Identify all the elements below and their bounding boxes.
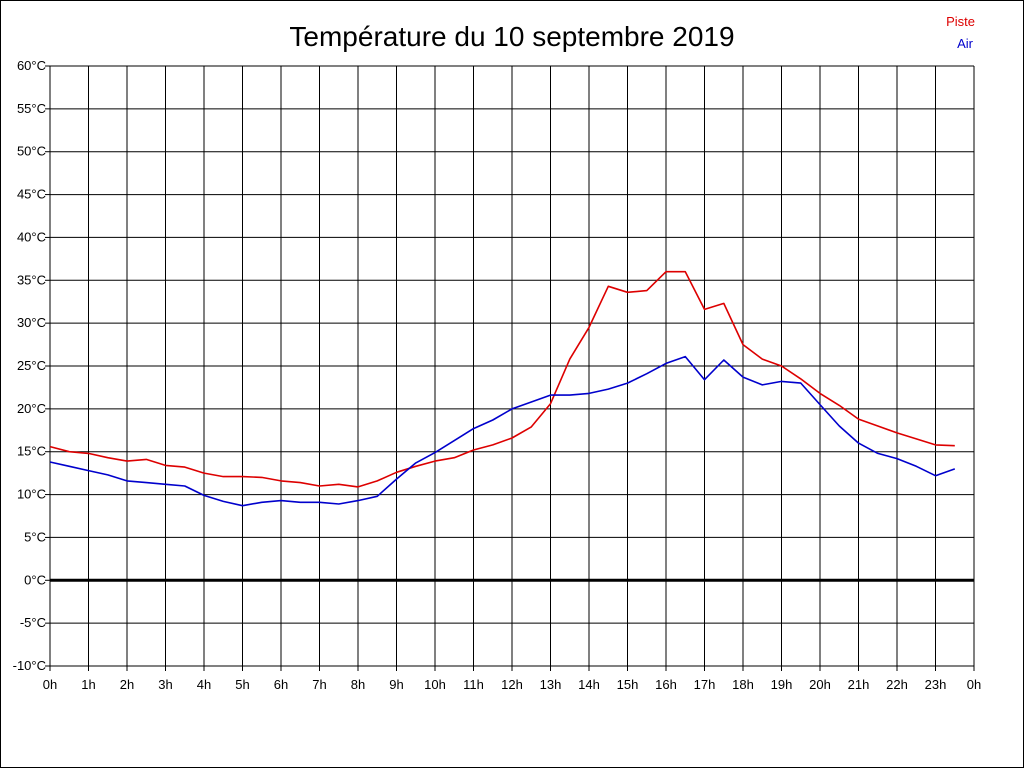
y-tick-label: 50°C xyxy=(17,144,46,159)
y-tick-label: -10°C xyxy=(13,658,46,673)
x-tick-label: 7h xyxy=(312,677,326,692)
x-tick-label: 4h xyxy=(197,677,211,692)
series-line-piste xyxy=(49,270,955,488)
chart-title: Température du 10 septembre 2019 xyxy=(289,21,734,52)
x-tick-label: 6h xyxy=(274,677,288,692)
x-tick-label: 3h xyxy=(158,677,172,692)
x-tick-label: 13h xyxy=(540,677,562,692)
x-axis-tick-labels: 0h 1h 2h 3h 4h 5h 6h 7h 8h 9h 10h 11h 12h 13h 14h 15h 16… xyxy=(43,677,981,692)
legend-entry-air: Air xyxy=(957,36,974,51)
x-tick-label: 12h xyxy=(501,677,523,692)
x-tick-label: 21h xyxy=(848,677,870,692)
x-tick-label: 2h xyxy=(120,677,134,692)
x-tick-label: 16h xyxy=(655,677,677,692)
y-tick-label: 20°C xyxy=(17,401,46,416)
x-tick-label: 14h xyxy=(578,677,600,692)
y-tick-label: 0°C xyxy=(24,572,46,587)
x-tick-label: 19h xyxy=(771,677,793,692)
x-tick-label: 17h xyxy=(694,677,716,692)
y-tick-label: 60°C xyxy=(17,58,46,73)
series-layer xyxy=(49,270,956,507)
legend-entry-piste: Piste xyxy=(946,14,975,29)
grid xyxy=(45,65,975,671)
y-axis-tick-labels: 60°C 55°C 50°C 45°C 40°C 35°C 30°C 25°C 20°C 15°C… xyxy=(13,58,46,673)
x-tick-label: 11h xyxy=(463,677,484,692)
y-tick-label: 25°C xyxy=(17,358,46,373)
y-tick-label: 55°C xyxy=(17,101,46,116)
x-tick-label: 15h xyxy=(617,677,639,692)
x-tick-label: 20h xyxy=(809,677,831,692)
x-tick-label: 0h xyxy=(43,677,57,692)
y-tick-label: 35°C xyxy=(17,272,46,287)
x-tick-label: 0h xyxy=(967,677,981,692)
x-tick-label: 5h xyxy=(235,677,249,692)
x-tick-label: 9h xyxy=(389,677,403,692)
y-tick-label: 45°C xyxy=(17,187,46,202)
series-line-air xyxy=(49,355,956,507)
x-tick-label: 1h xyxy=(81,677,95,692)
x-tick-label: 18h xyxy=(732,677,754,692)
y-tick-label: 10°C xyxy=(17,487,46,502)
y-tick-label: 15°C xyxy=(17,444,46,459)
x-tick-label: 10h xyxy=(424,677,446,692)
y-tick-label: -5°C xyxy=(20,615,46,630)
x-tick-label: 22h xyxy=(886,677,908,692)
x-tick-label: 23h xyxy=(925,677,947,692)
x-tick-label: 8h xyxy=(351,677,365,692)
y-tick-label: 5°C xyxy=(24,529,46,544)
y-tick-label: 40°C xyxy=(17,229,46,244)
y-tick-label: 30°C xyxy=(17,315,46,330)
